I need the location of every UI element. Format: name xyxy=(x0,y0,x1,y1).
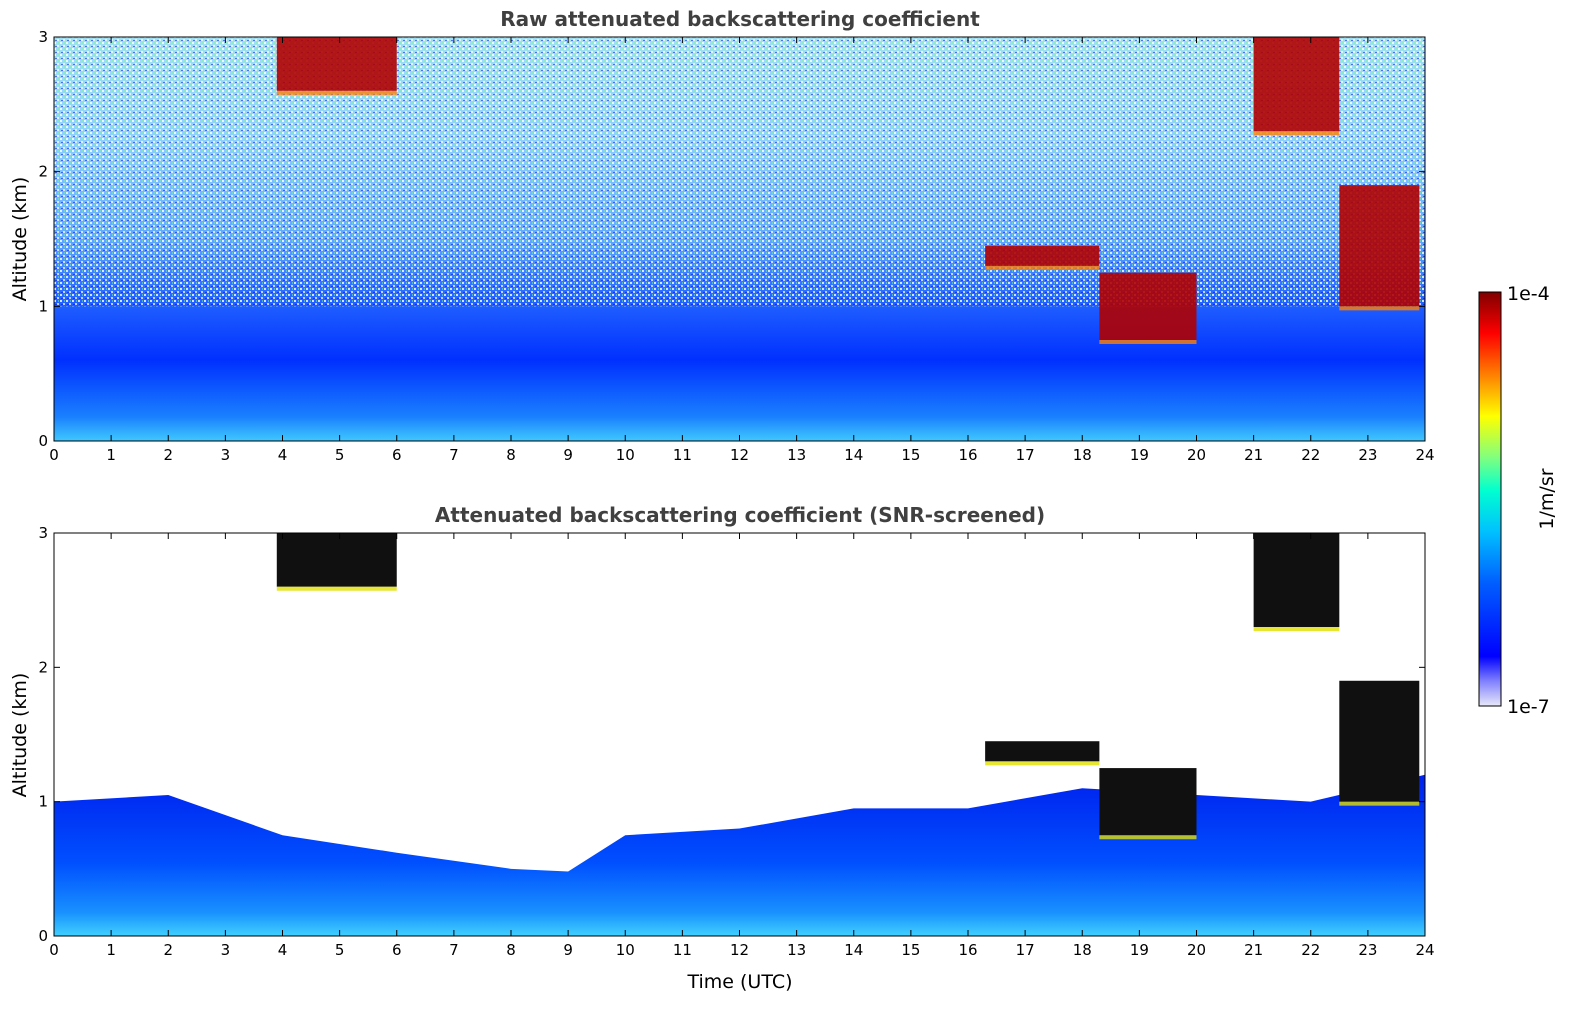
panel-screened-plot xyxy=(54,533,1425,936)
x-tick-label: 18 xyxy=(1073,941,1092,959)
x-tick-label: 20 xyxy=(1187,446,1206,464)
x-tick-label: 7 xyxy=(449,446,459,464)
x-tick-label: 17 xyxy=(1016,941,1035,959)
x-tick-label: 11 xyxy=(673,446,692,464)
x-tick-label: 12 xyxy=(730,446,749,464)
x-tick-label: 23 xyxy=(1358,941,1377,959)
y-tick-label: 3 xyxy=(38,524,48,542)
cloud-layer-edge xyxy=(1253,131,1340,136)
panel-raw: Raw attenuated backscattering coefficien… xyxy=(9,7,1435,464)
y-tick-label: 1 xyxy=(38,297,48,315)
panel-screened-title: Attenuated backscattering coefficient (S… xyxy=(435,503,1045,527)
x-tick-label: 14 xyxy=(844,446,863,464)
x-tick-label: 4 xyxy=(278,941,288,959)
y-tick-label: 3 xyxy=(38,28,48,46)
cloud-layer-edge xyxy=(1099,835,1197,840)
x-tick-label: 20 xyxy=(1187,941,1206,959)
panel-screened-y-ticks: 0 1 2 3 xyxy=(38,524,1425,945)
panel-raw-ylabel: Altitude (km) xyxy=(9,177,31,302)
x-tick-label: 10 xyxy=(616,446,635,464)
x-tick-label: 15 xyxy=(901,941,920,959)
x-tick-label: 16 xyxy=(958,941,977,959)
cloud-layer xyxy=(1099,768,1197,836)
x-tick-label: 19 xyxy=(1130,446,1149,464)
cloud-layer xyxy=(1099,272,1197,340)
cloud-layer xyxy=(1339,680,1420,802)
cloud-layer-edge xyxy=(276,90,397,95)
x-tick-label: 9 xyxy=(563,446,573,464)
cloud-layer xyxy=(276,533,397,587)
y-tick-label: 2 xyxy=(38,163,48,181)
colorbar: 1e-4 1e-7 1/m/sr xyxy=(1478,283,1558,718)
x-tick-label: 6 xyxy=(392,446,402,464)
panel-screened-ylabel: Altitude (km) xyxy=(9,673,31,798)
cloud-layer-edge xyxy=(985,265,1100,270)
x-tick-label: 10 xyxy=(616,941,635,959)
cloud-layer xyxy=(1253,533,1340,628)
panel-screened: Attenuated backscattering coefficient (S… xyxy=(9,503,1435,993)
x-tick-label: 13 xyxy=(787,941,806,959)
cloud-layer-edge xyxy=(1253,627,1340,632)
cloud-layer xyxy=(985,741,1100,762)
x-tick-label: 0 xyxy=(49,941,59,959)
colorbar-min-label: 1e-7 xyxy=(1507,696,1550,718)
cloud-layer-edge xyxy=(985,761,1100,766)
x-tick-label: 21 xyxy=(1244,446,1263,464)
x-tick-label: 24 xyxy=(1415,446,1434,464)
x-tick-label: 2 xyxy=(163,941,173,959)
x-tick-label: 19 xyxy=(1130,941,1149,959)
colorbar-gradient xyxy=(1478,291,1502,707)
x-tick-label: 11 xyxy=(673,941,692,959)
panel-raw-plot xyxy=(54,37,1425,441)
x-tick-label: 1 xyxy=(106,446,116,464)
x-tick-label: 3 xyxy=(221,941,231,959)
x-tick-label: 5 xyxy=(335,941,345,959)
panel-screened-xlabel: Time (UTC) xyxy=(686,971,792,993)
panel-screened-x-ticks: 0 1 2 3 4 5 6 7 8 9 10 11 12 13 14 15 16 17 18 19 20 21 22 23 24 xyxy=(49,533,1435,959)
colorbar-max-label: 1e-4 xyxy=(1507,283,1550,305)
y-tick-label: 2 xyxy=(38,658,48,676)
x-tick-label: 5 xyxy=(335,446,345,464)
x-tick-label: 12 xyxy=(730,941,749,959)
x-tick-label: 4 xyxy=(278,446,288,464)
x-tick-label: 22 xyxy=(1301,446,1320,464)
x-tick-label: 3 xyxy=(221,446,231,464)
x-tick-label: 15 xyxy=(901,446,920,464)
cloud-layer xyxy=(985,245,1100,266)
panel-raw-x-ticks: 0 1 2 3 4 5 6 7 8 9 10 11 12 13 14 15 16 17 18 19 20 21 22 23 24 xyxy=(49,37,1435,464)
x-tick-label: 14 xyxy=(844,941,863,959)
cloud-layer-edge xyxy=(276,586,397,591)
cloud-layer-edge xyxy=(1339,306,1420,311)
x-tick-label: 17 xyxy=(1016,446,1035,464)
cloud-layer xyxy=(276,37,397,91)
y-tick-label: 1 xyxy=(38,793,48,811)
cloud-layer xyxy=(1339,185,1420,307)
x-tick-label: 7 xyxy=(449,941,459,959)
x-tick-label: 22 xyxy=(1301,941,1320,959)
x-tick-label: 24 xyxy=(1415,941,1434,959)
x-tick-label: 8 xyxy=(506,446,516,464)
cloud-layer-edge xyxy=(1339,801,1420,806)
colorbar-label: 1/m/sr xyxy=(1536,468,1558,529)
x-tick-label: 9 xyxy=(563,941,573,959)
x-tick-label: 2 xyxy=(163,446,173,464)
x-tick-label: 18 xyxy=(1073,446,1092,464)
panel-raw-title: Raw attenuated backscattering coefficien… xyxy=(500,7,980,31)
x-tick-label: 23 xyxy=(1358,446,1377,464)
panel-raw-y-ticks: 0 1 2 3 xyxy=(38,28,1425,450)
y-tick-label: 0 xyxy=(38,927,48,945)
heatmap-noise xyxy=(54,37,1425,307)
x-tick-label: 1 xyxy=(106,941,116,959)
y-tick-label: 0 xyxy=(38,432,48,450)
x-tick-label: 16 xyxy=(958,446,977,464)
x-tick-label: 8 xyxy=(506,941,516,959)
x-tick-label: 13 xyxy=(787,446,806,464)
x-tick-label: 0 xyxy=(49,446,59,464)
cloud-layer-edge xyxy=(1099,340,1197,344)
boundary-layer-area xyxy=(54,774,1425,936)
x-tick-label: 21 xyxy=(1244,941,1263,959)
cloud-layer xyxy=(1253,37,1340,132)
x-tick-label: 6 xyxy=(392,941,402,959)
